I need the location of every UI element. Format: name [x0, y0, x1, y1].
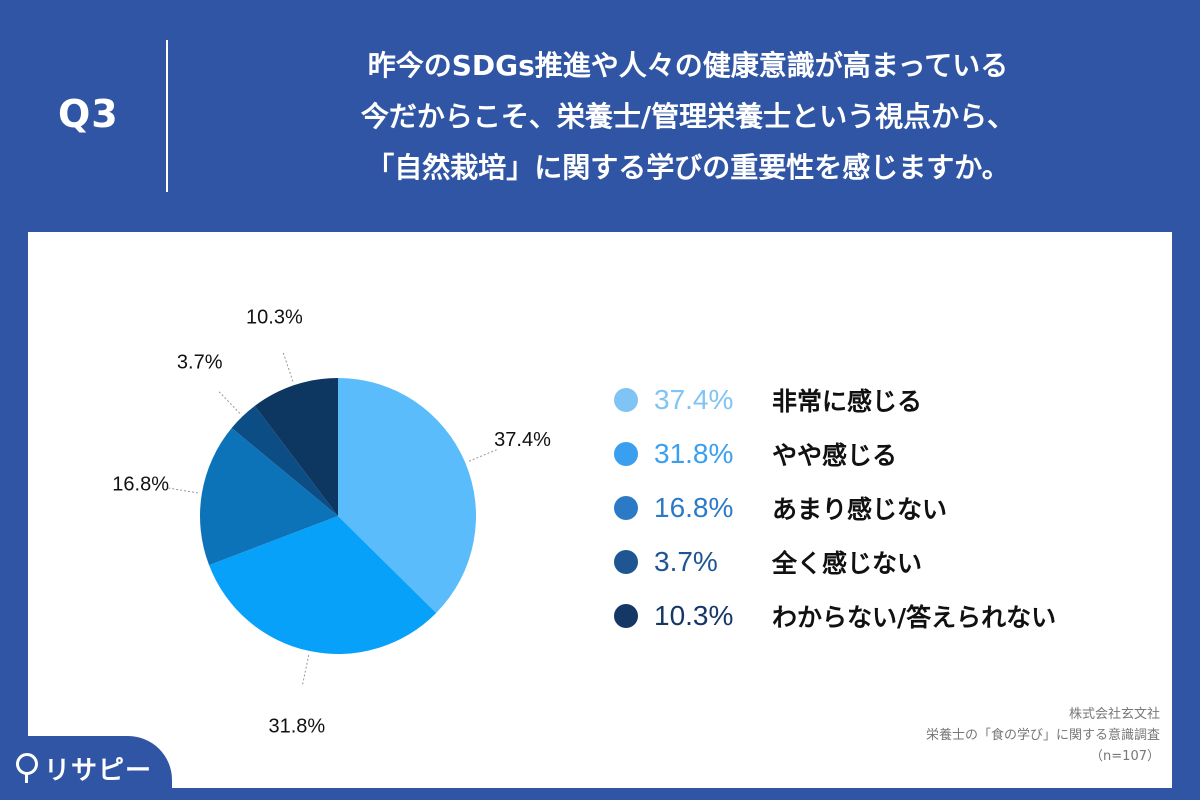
legend-value: 3.7%: [654, 546, 718, 577]
question-text: 昨今のSDGs推進や人々の健康意識が高まっている 今だからこそ、栄養士/管理栄養…: [208, 40, 1168, 193]
legend-dot-icon: [614, 442, 638, 466]
legend-value: 31.8%: [654, 438, 734, 469]
pie-value-label-5: 10.3%: [246, 306, 303, 328]
legend-item-2: 31.8% やや感じる: [614, 432, 1174, 476]
legend-label: やや感じる: [772, 441, 898, 470]
pie-value-label-3: 16.8%: [112, 473, 169, 495]
logo-text: リサピー: [44, 756, 153, 786]
legend-label: あまり感じない: [772, 495, 948, 524]
header-divider: [166, 40, 168, 192]
pie-slice-2: [209, 516, 437, 655]
question-number: Q3: [58, 92, 119, 136]
brand-logo: リサピー: [0, 736, 172, 800]
pie-leader-line-4: [218, 391, 241, 414]
pie-value-label-4: 3.7%: [177, 352, 223, 374]
question-header: Q3 昨今のSDGs推進や人々の健康意識が高まっている 今だからこそ、栄養士/管…: [0, 0, 1200, 232]
pie-leader-line-5: [282, 352, 294, 382]
pie-value-label-2: 31.8%: [268, 716, 325, 738]
source-sample: （n=107）: [1090, 749, 1160, 764]
legend-item-4: 3.7% 全く感じない: [614, 540, 1174, 584]
pie-slice-5: [254, 378, 338, 516]
legend-label: 全く感じない: [772, 549, 923, 578]
pie-slice-4: [231, 405, 338, 516]
legend-item-5: 10.3% わからない/答えられない: [614, 594, 1174, 638]
pie-leader-line-2: [302, 654, 310, 685]
legend-value: 10.3%: [654, 600, 734, 631]
question-line-3: 「自然栽培」に関する学びの重要性を感じますか。: [366, 151, 1010, 184]
legend-label: わからない/答えられない: [772, 603, 1057, 632]
legend-dot-icon: [614, 496, 638, 520]
legend-value: 16.8%: [654, 492, 734, 523]
legend-dot-icon: [614, 550, 638, 574]
legend-item-3: 16.8% あまり感じない: [614, 486, 1174, 530]
pie-slice-1: [338, 378, 477, 613]
pie-leader-line-1: [468, 449, 497, 462]
pie-slice-3: [200, 428, 338, 566]
legend-dot-icon: [614, 388, 638, 412]
legend-label: 非常に感じる: [772, 387, 923, 416]
question-line-1: 昨今のSDGs推進や人々の健康意識が高まっている: [367, 49, 1009, 82]
pie-leader-line-3: [168, 487, 198, 494]
legend-dot-icon: [614, 604, 638, 628]
source-survey: 栄養士の「食の学び」に関する意識調査: [925, 728, 1160, 743]
location-pin-icon: [16, 753, 38, 783]
source-company: 株式会社玄文社: [1068, 707, 1160, 722]
legend-item-1: 37.4% 非常に感じる: [614, 378, 1174, 422]
pie-value-label-1: 37.4%: [494, 429, 551, 451]
question-line-2: 今だからこそ、栄養士/管理栄養士という視点から、: [360, 100, 1016, 133]
survey-source: 株式会社玄文社 栄養士の「食の学び」に関する意識調査 （n=107）: [926, 704, 1160, 767]
legend-value: 37.4%: [654, 384, 734, 415]
